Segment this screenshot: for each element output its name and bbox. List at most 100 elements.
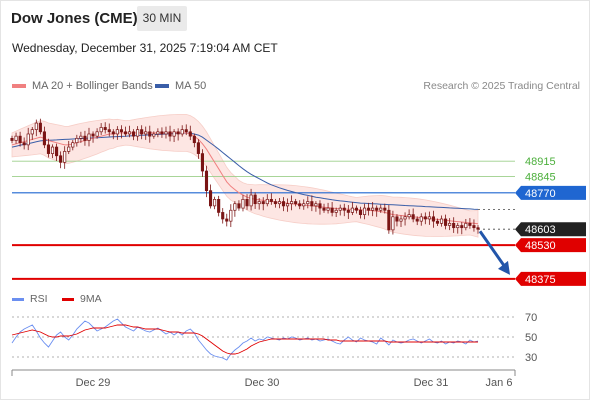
candle-body	[448, 222, 452, 226]
candle-body	[140, 129, 144, 135]
candle-body	[310, 201, 314, 207]
candle-body	[460, 225, 464, 229]
candle-body	[342, 207, 346, 211]
candle-body	[123, 131, 128, 135]
candle-body	[217, 199, 221, 213]
candle-body	[350, 207, 354, 213]
candle-body	[192, 135, 196, 144]
candle-body	[314, 203, 318, 207]
candle-body	[63, 151, 67, 163]
candle-body	[391, 216, 395, 231]
rsi-tick-30: 30	[525, 352, 537, 364]
candle-body	[452, 222, 456, 229]
candle-body	[403, 216, 407, 220]
candle-body	[358, 209, 363, 215]
candle-body	[71, 142, 75, 148]
candle-body	[168, 131, 172, 137]
candle-body	[375, 207, 379, 211]
instrument-title: Dow Jones (CME)	[11, 10, 138, 27]
candle-body	[26, 133, 30, 146]
candle-body	[415, 218, 419, 222]
candle-body	[269, 199, 273, 202]
level-label-48770: 48770	[525, 188, 556, 200]
candle-body	[79, 135, 83, 139]
x-tick-dec-29: Dec 29	[76, 377, 111, 389]
candle-body	[306, 201, 310, 205]
candle-body	[277, 201, 281, 205]
level-label-48845: 48845	[525, 171, 556, 183]
rsi-swatch	[12, 297, 24, 301]
candle-body	[184, 129, 188, 133]
forecast-arrow-shaft	[478, 230, 509, 271]
candle-body	[148, 131, 152, 137]
candle-body	[468, 222, 472, 226]
level-tag-48603	[515, 222, 586, 237]
candle-body	[249, 194, 253, 207]
candle-body	[127, 131, 132, 135]
rsi-ma-label: 9MA	[80, 293, 102, 305]
legend-ma50: MA 50	[155, 80, 206, 92]
timeframe-badge[interactable]: 30 MIN	[137, 6, 187, 31]
x-tick-dec-30: Dec 30	[245, 377, 280, 389]
candle-body	[107, 129, 111, 133]
candle-body	[95, 131, 99, 137]
candle-body	[18, 135, 22, 144]
candle-body	[265, 199, 269, 205]
candle-body	[91, 133, 95, 137]
candle-body	[395, 216, 399, 222]
candle-body	[444, 218, 448, 226]
candle-body	[103, 127, 107, 130]
candle-body	[237, 203, 241, 209]
candle-body	[59, 155, 63, 163]
candle-body	[322, 207, 326, 211]
candle-body	[87, 133, 91, 141]
candle-body	[225, 218, 229, 222]
candle-body	[136, 129, 140, 137]
legend-ma20: MA 20 + Bollinger Bands	[12, 80, 153, 92]
candle-body	[257, 201, 261, 205]
candle-body	[164, 131, 168, 135]
candle-body	[261, 201, 265, 205]
rsi-line	[11, 318, 479, 361]
candle-body	[188, 131, 192, 137]
candle-body	[439, 218, 444, 224]
candle-body	[253, 194, 257, 205]
level-label-48915: 48915	[525, 156, 556, 168]
candle-body	[229, 209, 233, 222]
candle-body	[160, 131, 164, 135]
candle-body	[83, 135, 87, 141]
candle-body	[371, 207, 375, 211]
candle-body	[419, 216, 423, 222]
candle-body	[472, 225, 476, 229]
candle-body	[476, 227, 480, 230]
bollinger-bands	[11, 114, 479, 238]
candle-body	[399, 218, 403, 222]
ma20-swatch	[12, 84, 26, 88]
x-tick-dec-31: Dec 31	[414, 377, 449, 389]
candle-body	[119, 129, 123, 133]
ma20-label: MA 20 + Bollinger Bands	[32, 80, 153, 92]
candle-body	[285, 203, 290, 207]
candle-body	[213, 199, 217, 207]
level-tag-48375	[515, 271, 586, 286]
rsi-tick-70: 70	[525, 312, 537, 324]
candle-body	[209, 190, 213, 207]
ma50-swatch	[155, 84, 169, 88]
candle-body	[180, 129, 184, 135]
level-label-48603: 48603	[525, 224, 556, 236]
candle-body	[115, 129, 119, 135]
candle-body	[204, 170, 209, 191]
candle-body	[10, 137, 14, 141]
candle-body	[290, 201, 294, 205]
candle-body	[50, 146, 55, 154]
candle-body	[152, 133, 156, 137]
candle-body	[38, 122, 42, 133]
candle-body	[294, 201, 298, 205]
candle-body	[200, 153, 205, 172]
candle-body	[221, 212, 225, 220]
candle-body	[411, 214, 415, 220]
candle-body	[302, 203, 306, 207]
candle-body	[132, 131, 136, 137]
candle-body	[55, 146, 59, 157]
